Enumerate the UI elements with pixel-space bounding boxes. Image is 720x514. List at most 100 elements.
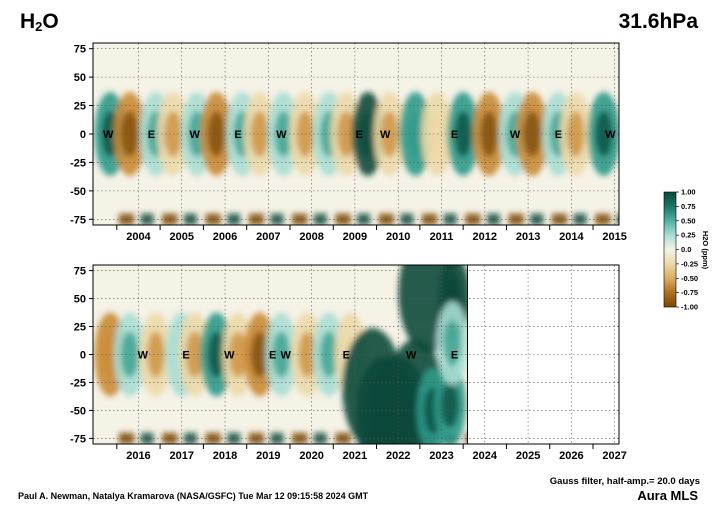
polar-signal-wet (530, 213, 544, 225)
y-tick-label: 75 (74, 44, 86, 56)
x-tick-label: 2023 (429, 450, 453, 462)
colorbar-tick-label: 1.00 (681, 188, 696, 197)
polar-signal-dry (118, 213, 135, 225)
polar-signal-dry (292, 213, 308, 225)
x-tick-label: 2013 (516, 231, 540, 243)
y-tick-label: 50 (74, 72, 86, 84)
colorbar-tick-label: -0.75 (681, 288, 698, 297)
polar-signal-dry (465, 213, 481, 225)
anomaly-core (185, 331, 204, 378)
colorbar-tick-label: -0.50 (681, 274, 698, 283)
phase-annotation: W (276, 129, 287, 141)
polar-signal-wet (357, 213, 371, 225)
species-subscript: 2 (35, 19, 43, 34)
y-tick-label: -75 (70, 433, 86, 445)
anomaly-core (207, 331, 226, 378)
polar-signal-wet (573, 213, 587, 225)
species-main: H (20, 10, 36, 33)
x-tick-label: 2006 (213, 231, 237, 243)
anomaly-core (454, 110, 472, 158)
x-tick-label: 2009 (343, 231, 367, 243)
anomaly-core (523, 110, 542, 158)
colorbar-title: H2O (ppm) (701, 231, 710, 270)
phase-annotation: W (190, 129, 201, 141)
x-tick-label: 2027 (602, 450, 626, 462)
y-tick-label: 75 (74, 266, 86, 278)
x-tick-label: 2017 (170, 450, 194, 462)
polar-signal-dry (551, 213, 568, 225)
x-tick-label: 2005 (170, 231, 194, 243)
polar-signal-dry (595, 213, 611, 225)
phase-annotation: E (269, 350, 276, 362)
y-tick-label: 0 (80, 350, 86, 362)
anomaly-core (566, 110, 585, 158)
anomaly-core (595, 110, 613, 158)
x-tick-label: 2012 (473, 231, 497, 243)
colorbar-bar (663, 191, 677, 308)
phase-annotation: W (103, 129, 114, 141)
polar-signal-wet (270, 432, 284, 444)
polar-signal-dry (118, 432, 135, 444)
colorbar-tick-label: 0.25 (681, 231, 696, 240)
bottom-panel: 75 50 25 0 -25 -50 -75 2016 2017 2018 2019 2020 2021… (70, 264, 627, 462)
phase-annotation: E (343, 350, 350, 362)
y-tick-label: -75 (70, 214, 86, 226)
anomaly-core (406, 110, 425, 158)
x-tick-label: 2025 (516, 450, 540, 462)
polar-signal-dry (248, 432, 265, 444)
polar-signal-wet (140, 432, 154, 444)
y-tick-label: -50 (70, 186, 86, 198)
x-tick-label: 2024 (473, 450, 498, 462)
colorbar-tick-label: 0.75 (681, 202, 696, 211)
x-tick-label: 2015 (602, 231, 626, 243)
phase-annotation: E (451, 129, 458, 141)
species-tail: O (42, 10, 59, 33)
y-tick-label: 50 (74, 294, 86, 306)
x-tick-label: 2016 (126, 450, 150, 462)
phase-annotation: W (138, 350, 149, 362)
polar-signal-wet (270, 213, 284, 225)
colorbar: H2O (ppm) 1.00 0.75 0.50 0.25 0.0 -0.25 -0.50 -… (663, 188, 710, 312)
x-tick-label: 2011 (430, 231, 454, 243)
pressure-level-title: 31.6hPa (618, 10, 698, 33)
polar-signal-wet (313, 432, 327, 444)
instrument-label: Aura MLS (637, 488, 698, 503)
x-tick-label: 2026 (559, 450, 583, 462)
y-tick-label: 0 (80, 129, 86, 141)
x-tick-label: 2018 (213, 450, 237, 462)
anomaly-core (146, 331, 165, 378)
y-tick-label: -25 (70, 377, 86, 389)
anomaly-core (320, 331, 338, 378)
x-tick-label: 2008 (299, 231, 323, 243)
credit-line: Paul A. Newman, Natalya Kramarova (NASA/… (18, 491, 369, 501)
polar-signal-dry (335, 213, 351, 225)
y-tick-label: 25 (74, 101, 86, 113)
colorbar-tick-label: -0.25 (681, 259, 698, 268)
phase-annotation: E (148, 129, 155, 141)
anomaly-core (274, 110, 293, 158)
y-tick-label: -50 (70, 405, 86, 417)
phase-annotation: E (234, 129, 241, 141)
polar-signal-dry (292, 432, 308, 444)
polar-signal-wet (313, 213, 327, 225)
phase-annotation: E (182, 350, 189, 362)
polar-signal-wet (140, 213, 154, 225)
x-tick-label: 2020 (299, 450, 323, 462)
phase-annotation: E (356, 129, 363, 141)
species-title: H2O (20, 10, 59, 34)
anomaly-core (359, 110, 377, 158)
phase-annotation: E (555, 129, 562, 141)
anomaly-core (250, 110, 269, 158)
colorbar-tick-label: 0.50 (681, 216, 696, 225)
phase-annotation: W (224, 350, 235, 362)
colorbar-tick-label: -1.00 (681, 303, 698, 312)
x-tick-label: 2014 (559, 231, 584, 243)
polar-signal-dry (335, 432, 351, 444)
x-tick-label: 2010 (386, 231, 410, 243)
top-panel: 75 50 25 0 -25 -50 -75 2004 2005 2006 2007 2008 2009… (70, 42, 627, 243)
polar-signal-wet (400, 213, 414, 225)
phase-annotation: W (406, 350, 417, 362)
x-tick-label: 2021 (343, 450, 367, 462)
y-tick-label: -25 (70, 157, 86, 169)
x-tick-label: 2022 (386, 450, 410, 462)
